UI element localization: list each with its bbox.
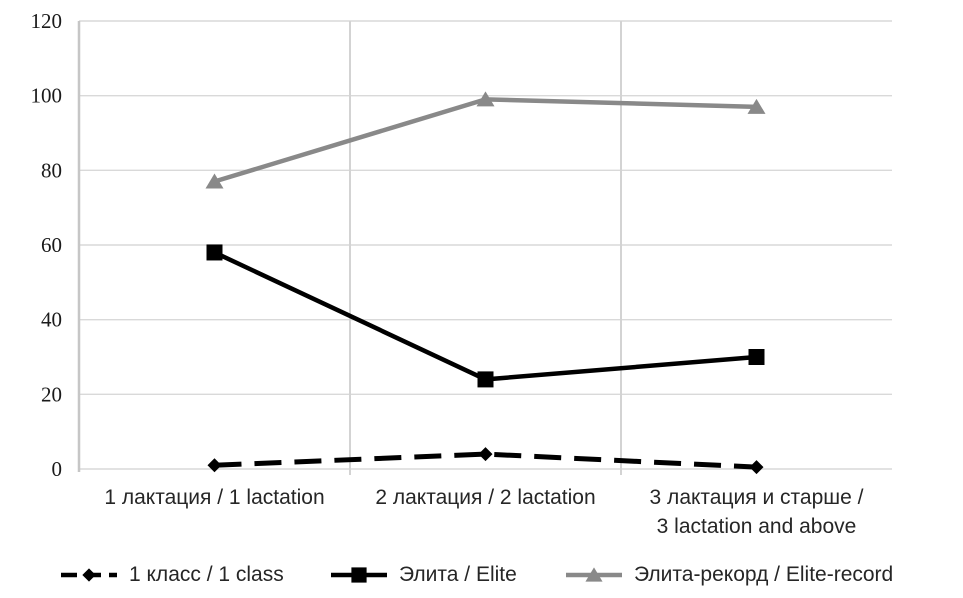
triangle-marker-icon <box>205 173 224 189</box>
gridlines <box>79 20 892 475</box>
y-tick-label: 80 <box>41 158 62 182</box>
y-tick-label: 0 <box>52 457 63 481</box>
series-line <box>213 250 757 382</box>
triangle-marker-icon <box>747 98 766 114</box>
x-category-label: 1 лактация / 1 lactation <box>104 486 324 509</box>
triangle-marker-icon <box>476 91 495 107</box>
y-tick-label: 40 <box>41 308 62 332</box>
y-tick-label: 60 <box>41 233 62 257</box>
y-axis-tick-labels: 0 20 40 60 80 100 120 <box>31 9 63 481</box>
series-3 <box>205 91 766 189</box>
y-tick-label: 100 <box>31 84 63 108</box>
x-category-label: 2 лактация / 2 lactation <box>375 486 595 509</box>
diamond-marker-icon <box>207 458 222 473</box>
square-marker-icon <box>477 371 494 388</box>
diamond-marker-icon <box>749 460 764 475</box>
x-axis-category-labels: 1 лактация / 1 lactation 2 лактация / 2 l… <box>104 486 863 538</box>
y-tick-label: 120 <box>31 9 63 33</box>
x-category-label: 3 lactation and above <box>657 515 857 538</box>
series-2 <box>206 244 765 388</box>
square-marker-icon <box>748 349 765 365</box>
square-marker-icon <box>206 244 223 261</box>
diamond-marker-icon <box>478 447 493 462</box>
series-line <box>213 97 757 184</box>
y-tick-label: 20 <box>41 382 62 406</box>
series-1 <box>207 447 764 475</box>
series-line <box>214 451 757 470</box>
x-category-label: 3 лактация и старше / <box>650 486 864 509</box>
